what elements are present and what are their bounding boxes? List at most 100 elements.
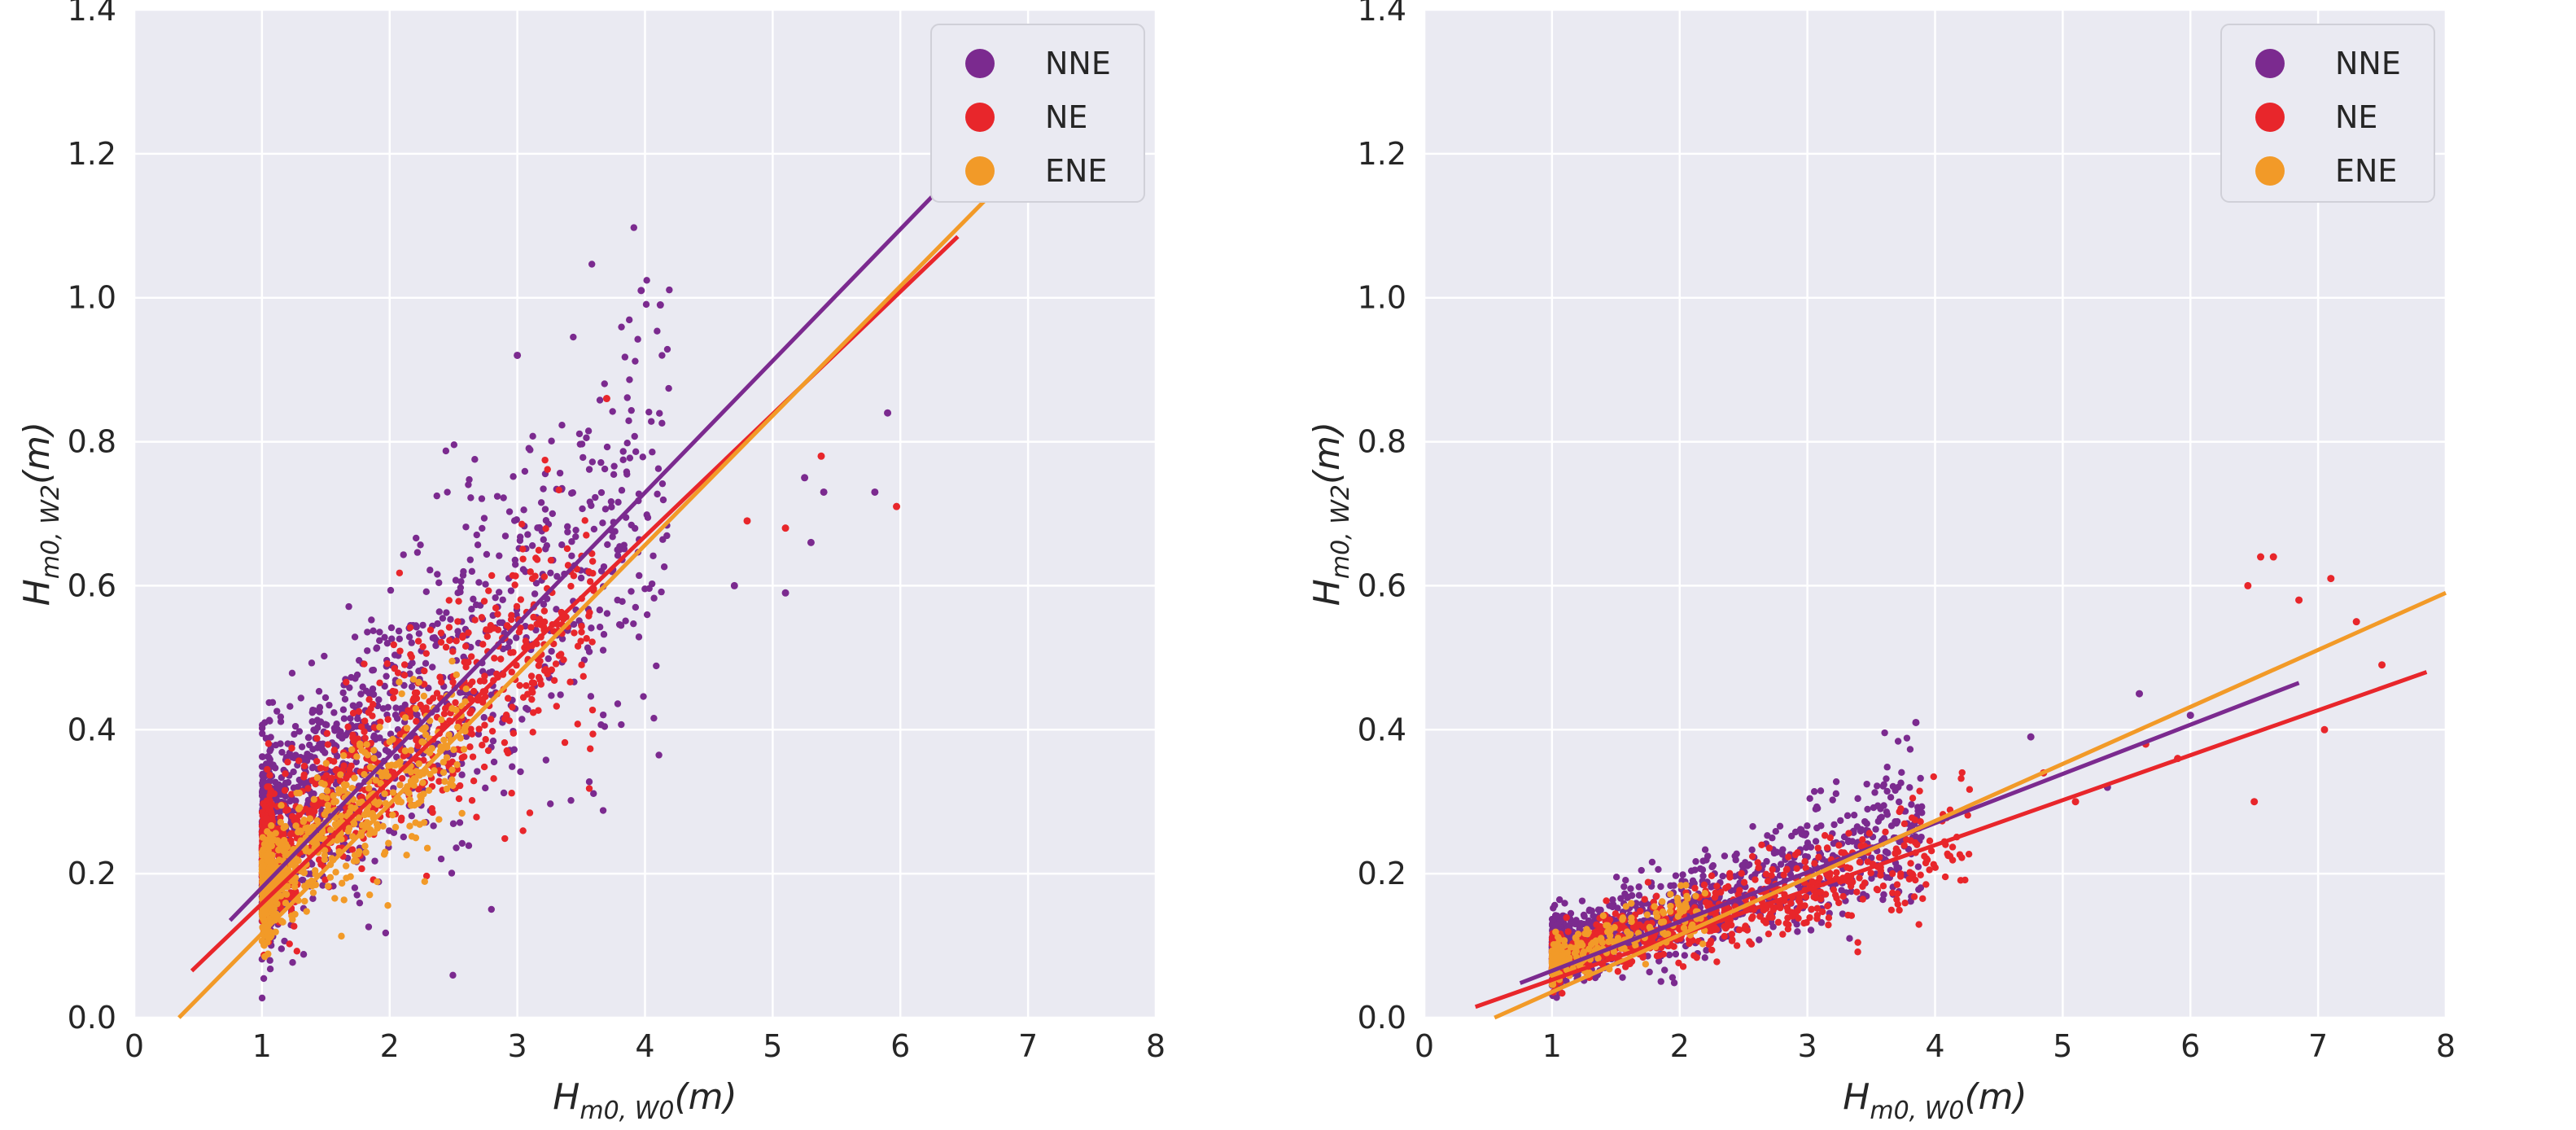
scatter-point xyxy=(334,725,341,734)
scatter-point xyxy=(1861,817,1869,826)
scatter-point xyxy=(321,876,329,883)
scatter-point xyxy=(370,734,378,741)
scatter-point xyxy=(388,635,396,642)
scatter-point xyxy=(584,644,592,651)
x-axis-label: Hm0, W0(m) xyxy=(553,1076,737,1125)
scatter-point xyxy=(361,660,368,668)
y-tick-label: 1.2 xyxy=(1358,136,1406,172)
scatter-point xyxy=(588,458,597,466)
scatter-point xyxy=(482,736,489,743)
scatter-point xyxy=(351,633,359,641)
scatter-point xyxy=(290,877,297,884)
scatter-point xyxy=(351,852,359,859)
scatter-point xyxy=(347,715,354,722)
scatter-point xyxy=(471,456,479,463)
x-tick-label: 7 xyxy=(2308,1028,2328,1064)
scatter-point xyxy=(590,790,597,797)
scatter-point xyxy=(548,437,555,445)
scatter-point xyxy=(309,895,317,902)
scatter-point xyxy=(338,932,345,940)
scatter-point xyxy=(453,844,460,852)
scatter-point xyxy=(337,812,345,820)
scatter-point xyxy=(630,224,637,231)
scatter-point xyxy=(599,711,607,719)
scatter-point xyxy=(419,621,426,629)
scatter-point xyxy=(290,768,297,776)
scatter-point xyxy=(1817,895,1825,903)
scatter-point xyxy=(1903,734,1911,742)
scatter-point xyxy=(373,644,381,651)
scatter-point xyxy=(292,822,300,830)
scatter-point xyxy=(476,677,484,685)
scatter-point xyxy=(293,856,300,863)
scatter-point xyxy=(268,862,275,869)
scatter-point xyxy=(284,778,292,786)
scatter-point xyxy=(428,804,435,812)
x-tick-label: 3 xyxy=(508,1028,527,1064)
scatter-point xyxy=(520,506,527,514)
scatter-point xyxy=(1672,872,1680,879)
scatter-point xyxy=(577,574,585,582)
scatter-point xyxy=(1609,896,1616,904)
scatter-point xyxy=(362,848,370,856)
scatter-point xyxy=(449,678,457,686)
scatter-point xyxy=(480,714,488,721)
scatter-point xyxy=(339,706,348,713)
scatter-point xyxy=(1788,832,1795,840)
scatter-point xyxy=(295,811,303,819)
scatter-point xyxy=(1764,832,1771,839)
scatter-point xyxy=(426,567,434,574)
scatter-point xyxy=(466,743,474,751)
scatter-point xyxy=(292,797,300,804)
scatter-point xyxy=(1914,863,1922,870)
scatter-point xyxy=(545,655,552,663)
scatter-point xyxy=(291,910,299,918)
scatter-point xyxy=(396,678,403,686)
scatter-point xyxy=(259,862,267,870)
scatter-point xyxy=(1559,989,1566,997)
scatter-point xyxy=(330,799,338,806)
scatter-point xyxy=(570,620,578,629)
scatter-point xyxy=(384,716,391,723)
scatter-point xyxy=(531,572,539,580)
scatter-point xyxy=(260,917,268,925)
scatter-point xyxy=(510,517,518,524)
scatter-point xyxy=(494,611,501,618)
scatter-point xyxy=(585,778,593,786)
scatter-point xyxy=(306,741,313,749)
scatter-point xyxy=(435,579,443,586)
scatter-point xyxy=(461,642,470,650)
scatter-point xyxy=(453,637,460,645)
scatter-point xyxy=(1896,873,1905,880)
scatter-point xyxy=(1893,817,1901,826)
scatter-point xyxy=(537,621,545,629)
scatter-point xyxy=(269,801,276,808)
scatter-point xyxy=(523,704,530,712)
scatter-point xyxy=(507,587,515,594)
scatter-point xyxy=(323,787,331,795)
scatter-point xyxy=(278,945,286,953)
scatter-point xyxy=(319,882,326,889)
scatter-point xyxy=(1812,838,1820,845)
scatter-point xyxy=(1867,869,1874,877)
scatter-point xyxy=(417,541,424,549)
scatter-point xyxy=(1675,959,1682,966)
scatter-point xyxy=(540,485,547,493)
scatter-point xyxy=(288,669,296,677)
scatter-point xyxy=(356,899,364,907)
scatter-point xyxy=(315,856,323,864)
scatter-point xyxy=(1815,853,1822,861)
scatter-point xyxy=(376,723,383,731)
scatter-point xyxy=(587,693,595,700)
scatter-point xyxy=(304,785,312,792)
scatter-point xyxy=(654,465,663,472)
scatter-point xyxy=(1628,891,1636,900)
scatter-point xyxy=(516,533,524,541)
scatter-point xyxy=(453,671,461,679)
scatter-point xyxy=(1748,846,1756,854)
x-tick-label: 2 xyxy=(380,1028,400,1064)
scatter-point xyxy=(552,660,560,668)
scatter-point xyxy=(1848,838,1857,845)
scatter-point xyxy=(353,671,361,679)
scatter-point xyxy=(260,904,268,912)
